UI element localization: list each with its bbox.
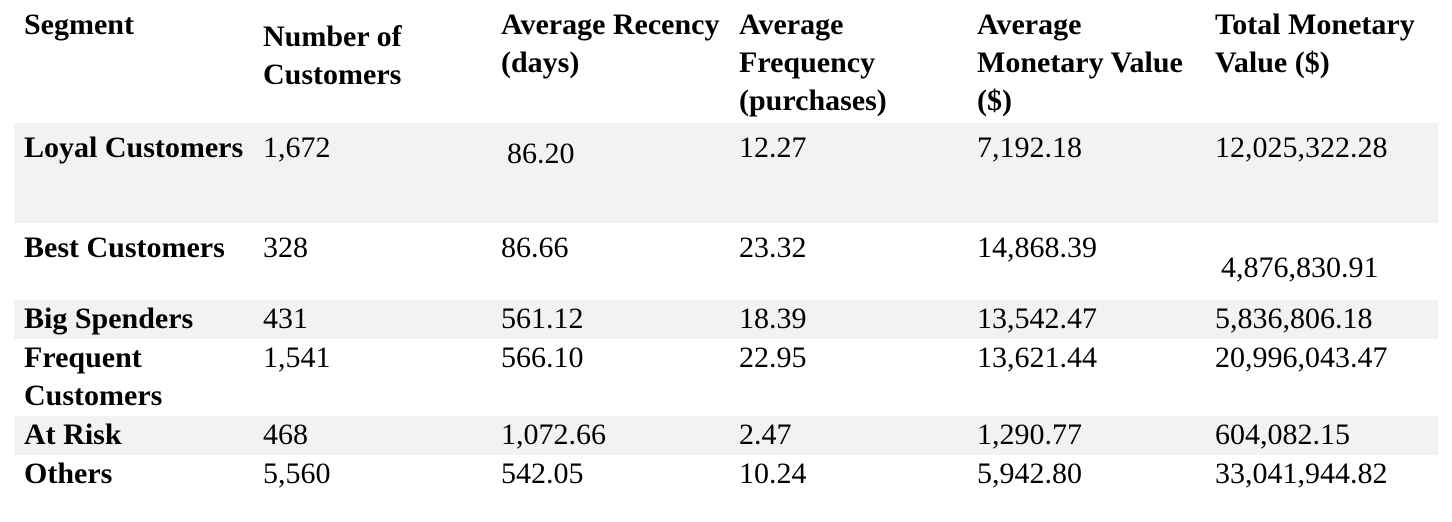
cell-avg-monetary: 14,868.39: [977, 231, 1097, 264]
cell-segment: At Risk: [14, 416, 253, 455]
cell-avg-monetary: 13,542.47: [967, 300, 1205, 339]
cell-segment: Others: [24, 457, 113, 490]
cell-total-monetary: 20,996,043.47: [1215, 341, 1388, 374]
cell-customers: 5,560: [263, 457, 331, 490]
table-row: At Risk 468 1,072.66 2.47 1,290.77 604,0…: [14, 416, 1438, 455]
cell-segment: Best Customers: [24, 231, 225, 264]
cell-customers: 1,672: [253, 123, 491, 223]
cell-frequency: 18.39: [729, 300, 967, 339]
cell-frequency: 10.24: [739, 457, 807, 490]
cell-avg-monetary: 7,192.18: [967, 123, 1205, 223]
cell-frequency: 22.95: [739, 341, 807, 374]
table-row: Frequent Customers 1,541 566.10 22.95 13…: [14, 339, 1438, 416]
header-average-recency: Average Recency (days): [501, 8, 720, 79]
cell-frequency: 2.47: [729, 416, 967, 455]
cell-customers: 1,541: [263, 341, 331, 374]
table-row: Big Spenders 431 561.12 18.39 13,542.47 …: [14, 300, 1438, 339]
cell-customers: 468: [253, 416, 491, 455]
table-row: Loyal Customers 1,672 86.20 12.27 7,192.…: [14, 123, 1438, 223]
cell-total-monetary: 12,025,322.28: [1205, 123, 1438, 223]
cell-total-monetary: 604,082.15: [1205, 416, 1438, 455]
cell-segment: Loyal Customers: [14, 123, 253, 223]
header-row: Segment Number of Customers Average Rece…: [14, 6, 1438, 123]
cell-customers: 328: [263, 231, 308, 264]
cell-frequency: 23.32: [739, 231, 807, 264]
header-average-frequency: Average Frequency (purchases): [739, 8, 887, 117]
cell-recency: 561.12: [491, 300, 729, 339]
cell-customers: 431: [253, 300, 491, 339]
table-row: Best Customers 328 86.66 23.32 14,868.39…: [14, 223, 1438, 300]
cell-total-monetary: 33,041,944.82: [1215, 457, 1388, 490]
cell-avg-monetary: 5,942.80: [977, 457, 1082, 490]
cell-recency: 566.10: [501, 341, 584, 374]
table-row: Others 5,560 542.05 10.24 5,942.80 33,04…: [14, 455, 1438, 494]
cell-frequency: 12.27: [729, 123, 967, 223]
header-number-of-customers: Number of Customers: [263, 20, 402, 91]
cell-total-monetary: 4,876,830.91: [1221, 251, 1379, 284]
cell-segment: Frequent Customers: [24, 341, 163, 412]
cell-total-monetary: 5,836,806.18: [1205, 300, 1438, 339]
header-average-monetary-value: Average Monetary Value ($): [977, 8, 1183, 117]
cell-recency: 86.66: [501, 231, 569, 264]
header-total-monetary-value: Total Monetary Value ($): [1215, 8, 1415, 79]
segment-table: Segment Number of Customers Average Rece…: [14, 6, 1438, 494]
cell-avg-monetary: 1,290.77: [967, 416, 1205, 455]
cell-recency: 542.05: [501, 457, 584, 490]
header-segment: Segment: [24, 8, 134, 41]
cell-segment: Big Spenders: [14, 300, 253, 339]
cell-recency: 86.20: [491, 123, 729, 223]
cell-recency: 1,072.66: [491, 416, 729, 455]
cell-avg-monetary: 13,621.44: [977, 341, 1097, 374]
